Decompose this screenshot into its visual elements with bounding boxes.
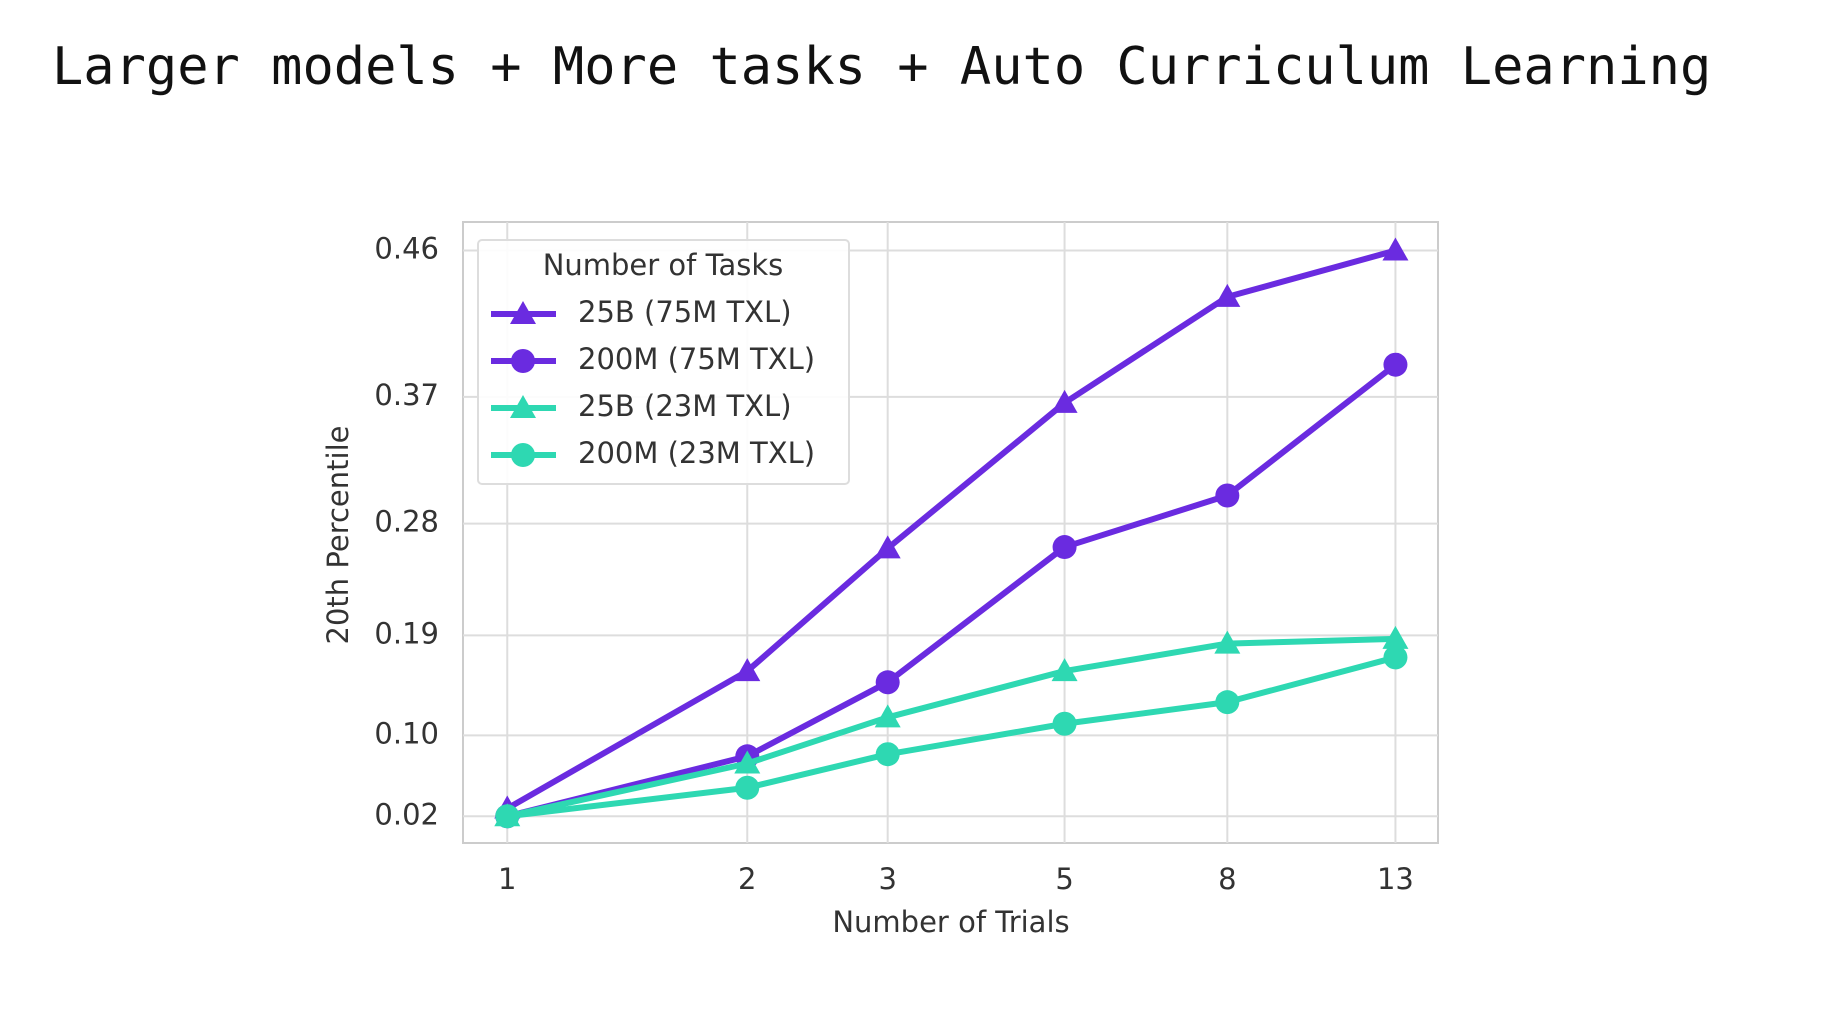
data-point [1215,483,1240,508]
legend-title: Number of Tasks [543,248,784,282]
data-point [734,750,761,774]
series-line [506,635,1396,820]
data-point [1052,535,1077,560]
data-point [735,775,760,800]
data-point [495,804,520,829]
y-tick-label: 0.28 [374,505,439,539]
data-point [1052,711,1077,736]
x-tick-label: 8 [1218,862,1236,896]
legend-marker [510,301,536,324]
data-point [1214,283,1241,307]
legend-label: 200M (23M TXL) [578,436,815,470]
legend-marker [511,443,535,467]
y-tick-label: 0.10 [374,716,439,750]
x-tick-label: 5 [1055,862,1073,896]
data-point [1383,352,1408,377]
data-point [1214,630,1241,654]
x-tick-label: 3 [878,862,896,896]
data-point [874,704,901,728]
series-line [505,247,1397,812]
data-point [1051,389,1078,413]
x-tick-label: 1 [498,862,516,896]
x-tick-label: 13 [1377,862,1414,896]
x-axis-label: Number of Trials [832,905,1069,939]
legend-label: 200M (75M TXL) [578,342,815,376]
y-axis-label: 20th Percentile [321,426,355,645]
plot-frame [462,221,1439,844]
y-tick-label: 0.02 [374,797,439,831]
series-line [506,362,1398,820]
data-point [874,535,901,559]
data-point [1382,625,1409,649]
slide-title: Larger models + More tasks + Auto Curric… [52,37,1711,97]
x-tick-label: 2 [738,862,756,896]
data-point [875,670,900,695]
y-tick-label: 0.46 [374,232,439,266]
data-point [734,658,761,682]
legend-label: 25B (23M TXL) [578,389,792,423]
series-line [506,654,1397,820]
legend-marker [511,349,535,373]
legend-label: 25B (75M TXL) [578,295,792,329]
y-tick-label: 0.37 [374,378,439,412]
data-point [875,742,900,767]
y-tick-label: 0.19 [374,616,439,650]
legend-marker [510,395,536,418]
data-point [1051,658,1078,682]
legend: Number of Tasks 25B (75M TXL) 200M (75M TX… [477,239,850,485]
legend-box [477,239,850,485]
data-point [1215,690,1240,715]
data-point [1383,645,1408,670]
data-point [1382,237,1409,261]
